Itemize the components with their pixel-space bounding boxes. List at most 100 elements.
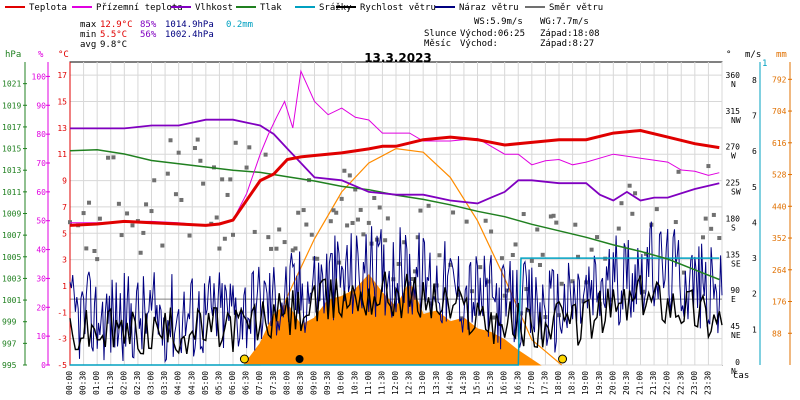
x-tick-label: 01:30: [106, 371, 115, 395]
celsius-tick-label: 5: [62, 229, 67, 238]
x-tick-label: 00:00: [65, 371, 74, 395]
hpa-tick-label: 999: [2, 318, 17, 327]
mm-tick-label: 264: [772, 266, 787, 275]
x-tick-label: 21:00: [636, 371, 645, 395]
wind-direction-point: [214, 215, 219, 220]
mm-tick-label: 440: [772, 202, 787, 211]
rain-line: [70, 257, 720, 366]
wind-direction-point: [619, 201, 624, 206]
hpa-tick-label: 1019: [2, 101, 21, 110]
percent-tick-label: 70: [36, 159, 46, 168]
wind-direction-point: [342, 168, 347, 173]
x-tick-label: 15:30: [486, 371, 495, 395]
hpa-tick-label: 1015: [2, 145, 21, 154]
moonrise-time: Východ:: [460, 39, 498, 49]
x-tick-label: 13:00: [418, 371, 427, 395]
x-tick-label: 06:30: [242, 371, 251, 395]
stat-max-temp: 12.9°C: [100, 20, 133, 30]
compass-label: NW: [731, 116, 741, 125]
legend-label: Přízemní teplota: [96, 3, 183, 13]
hpa-tick-label: 1011: [2, 188, 21, 197]
wind-direction-point: [673, 220, 678, 225]
wind-direction-point: [347, 173, 352, 178]
wind-direction-point: [293, 246, 298, 251]
wind-direction-point: [483, 218, 488, 223]
wind-direction-point: [654, 207, 659, 212]
stat-label: avg: [80, 40, 96, 50]
wind-direction-point: [415, 235, 420, 240]
wind-direction-point: [510, 252, 515, 257]
temperature-line: [69, 128, 720, 227]
x-tick-label: 11:30: [377, 371, 386, 395]
mm-axis-label: mm: [776, 50, 787, 60]
legend-item: Náraz větru: [435, 3, 519, 13]
wind-direction-point: [502, 293, 507, 298]
compass-label: W: [731, 152, 736, 161]
wind-direction-point: [165, 171, 170, 176]
wind-direction-point: [119, 233, 124, 238]
celsius-tick-label: 13: [57, 124, 67, 133]
wind-direction-point: [173, 192, 178, 197]
x-tick-label: 07:00: [255, 371, 264, 395]
x-tick-label: 14:00: [445, 371, 454, 395]
x-tick-label: 07:30: [269, 371, 278, 395]
wind-direction-point: [345, 223, 350, 228]
wind-direction-point: [176, 150, 181, 155]
wind-direction-point: [68, 220, 72, 225]
x-tick-label: 23:30: [703, 371, 712, 395]
wind-direction-point: [222, 236, 227, 241]
direction-tick-label: 270: [726, 143, 741, 152]
wind-direction-point: [263, 152, 268, 157]
wind-direction-point: [573, 222, 578, 227]
hpa-tick-label: 1001: [2, 296, 21, 305]
x-tick-label: 03:30: [160, 371, 169, 395]
wind-direction-point: [92, 248, 97, 253]
wind-direction-point: [402, 240, 407, 245]
celsius-tick-label: -5: [57, 361, 67, 370]
wind-direction-point: [350, 220, 355, 225]
compass-label: N: [731, 80, 736, 89]
x-tick-label: 12:30: [405, 371, 414, 395]
percent-axis-label: %: [38, 50, 44, 60]
legend-item: Teplota: [5, 3, 67, 13]
x-tick-label: 19:30: [595, 371, 604, 395]
x-tick-label: 02:00: [119, 371, 128, 395]
moon-marker: [295, 355, 304, 363]
wind-direction-point: [703, 216, 708, 221]
wind-direction-point: [192, 146, 197, 151]
x-tick-label: 18:30: [568, 371, 577, 395]
wind-direction-point: [125, 211, 130, 216]
wind-direction-point: [87, 200, 92, 205]
x-tick-label: 22:00: [663, 371, 672, 395]
compass-label: S: [731, 223, 736, 232]
x-tick-label: 11:00: [364, 371, 373, 395]
wind-direction-point: [396, 261, 401, 266]
wind-direction-point: [595, 235, 600, 240]
wind-direction-point: [301, 208, 306, 213]
wind-direction-point: [537, 262, 542, 267]
wind-direction-point: [138, 250, 143, 255]
stat-label: max: [80, 20, 97, 30]
celsius-tick-label: 17: [57, 71, 67, 80]
wind-tick-label: 4: [752, 218, 757, 227]
wind-direction-point: [97, 216, 102, 221]
wind-direction-point: [244, 165, 249, 170]
wind-direction-point: [361, 232, 366, 237]
x-tick-label: 18:00: [554, 371, 563, 395]
celsius-tick-label: -1: [57, 308, 67, 317]
wind-direction-point: [681, 270, 686, 275]
celsius-axis-label: °C: [58, 50, 69, 60]
legend-label: Rychlost větru: [360, 3, 436, 13]
wind-direction-point: [179, 197, 184, 202]
x-tick-label: 22:30: [676, 371, 685, 395]
wind-direction-point: [377, 205, 382, 210]
x-tick-label: 08:30: [296, 371, 305, 395]
wind-direction-point: [247, 145, 252, 150]
stat-avg-temp: 9.8°C: [100, 40, 127, 50]
percent-tick-label: 0: [41, 361, 46, 370]
wind-direction-point: [434, 283, 439, 288]
legend-item: Srážky: [295, 3, 352, 13]
percent-tick-label: 30: [36, 274, 46, 283]
wind-direction-point: [559, 281, 564, 286]
hpa-tick-label: 1003: [2, 274, 21, 283]
